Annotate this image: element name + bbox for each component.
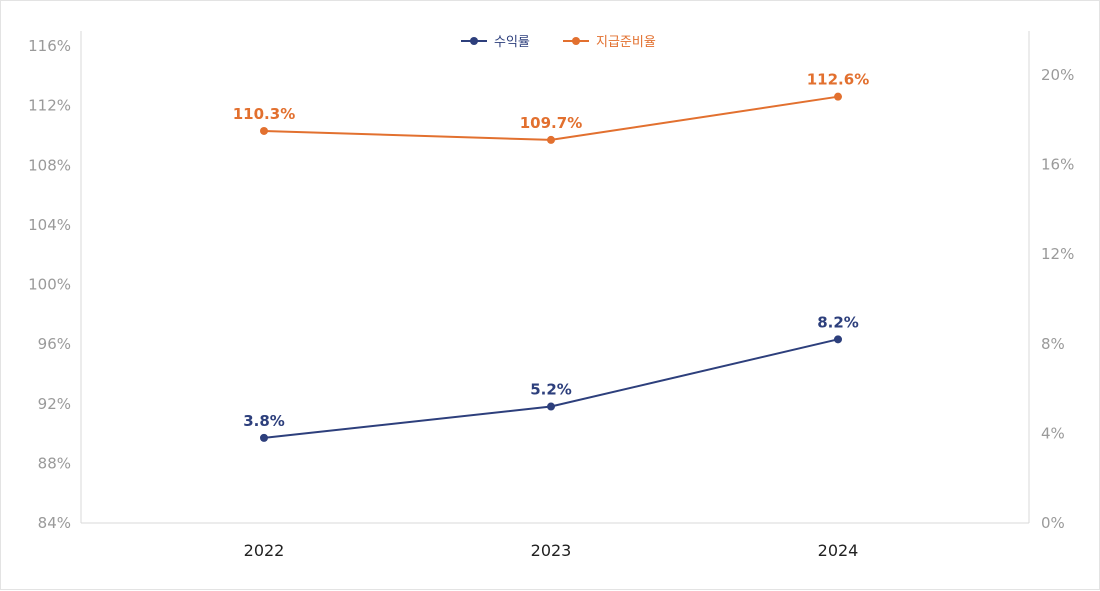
y-right-tick-label: 0% (1041, 514, 1065, 532)
series-point-2 (834, 92, 842, 101)
x-tick-label: 2024 (818, 541, 859, 560)
data-label-1: 3.8% (243, 412, 285, 430)
x-tick-label: 2022 (244, 541, 285, 560)
y-left-tick-label: 112% (28, 97, 71, 115)
y-left-tick-label: 92% (38, 395, 71, 413)
y-right-tick-label: 12% (1041, 245, 1074, 263)
y-right-tick-label: 16% (1041, 156, 1074, 174)
y-left-tick-label: 84% (38, 514, 71, 532)
y-right-tick-label: 20% (1041, 66, 1074, 84)
data-label-1: 5.2% (530, 381, 572, 399)
data-label-2: 112.6% (807, 71, 869, 89)
series-point-1 (834, 335, 842, 344)
y-left-tick-label: 116% (28, 37, 71, 55)
data-label-2: 109.7% (520, 114, 582, 132)
data-label-2: 110.3% (233, 105, 295, 123)
y-right-tick-label: 8% (1041, 335, 1065, 353)
legend-marker-2 (572, 37, 580, 45)
series-point-1 (260, 433, 268, 442)
y-left-tick-label: 96% (38, 335, 71, 353)
series-point-1 (547, 402, 555, 411)
y-right-tick-label: 4% (1041, 424, 1065, 442)
y-left-tick-label: 104% (28, 216, 71, 234)
x-tick-label: 2023 (531, 541, 572, 560)
series-point-2 (547, 135, 555, 144)
legend-marker-1 (470, 37, 478, 45)
legend-label-2: 지급준비율 (596, 35, 656, 50)
y-left-tick-label: 88% (38, 454, 71, 472)
series-point-2 (260, 126, 268, 135)
data-label-1: 8.2% (817, 313, 859, 331)
legend-label-1: 수익률 (494, 35, 530, 50)
y-left-tick-label: 108% (28, 156, 71, 174)
y-left-tick-label: 100% (28, 276, 71, 294)
